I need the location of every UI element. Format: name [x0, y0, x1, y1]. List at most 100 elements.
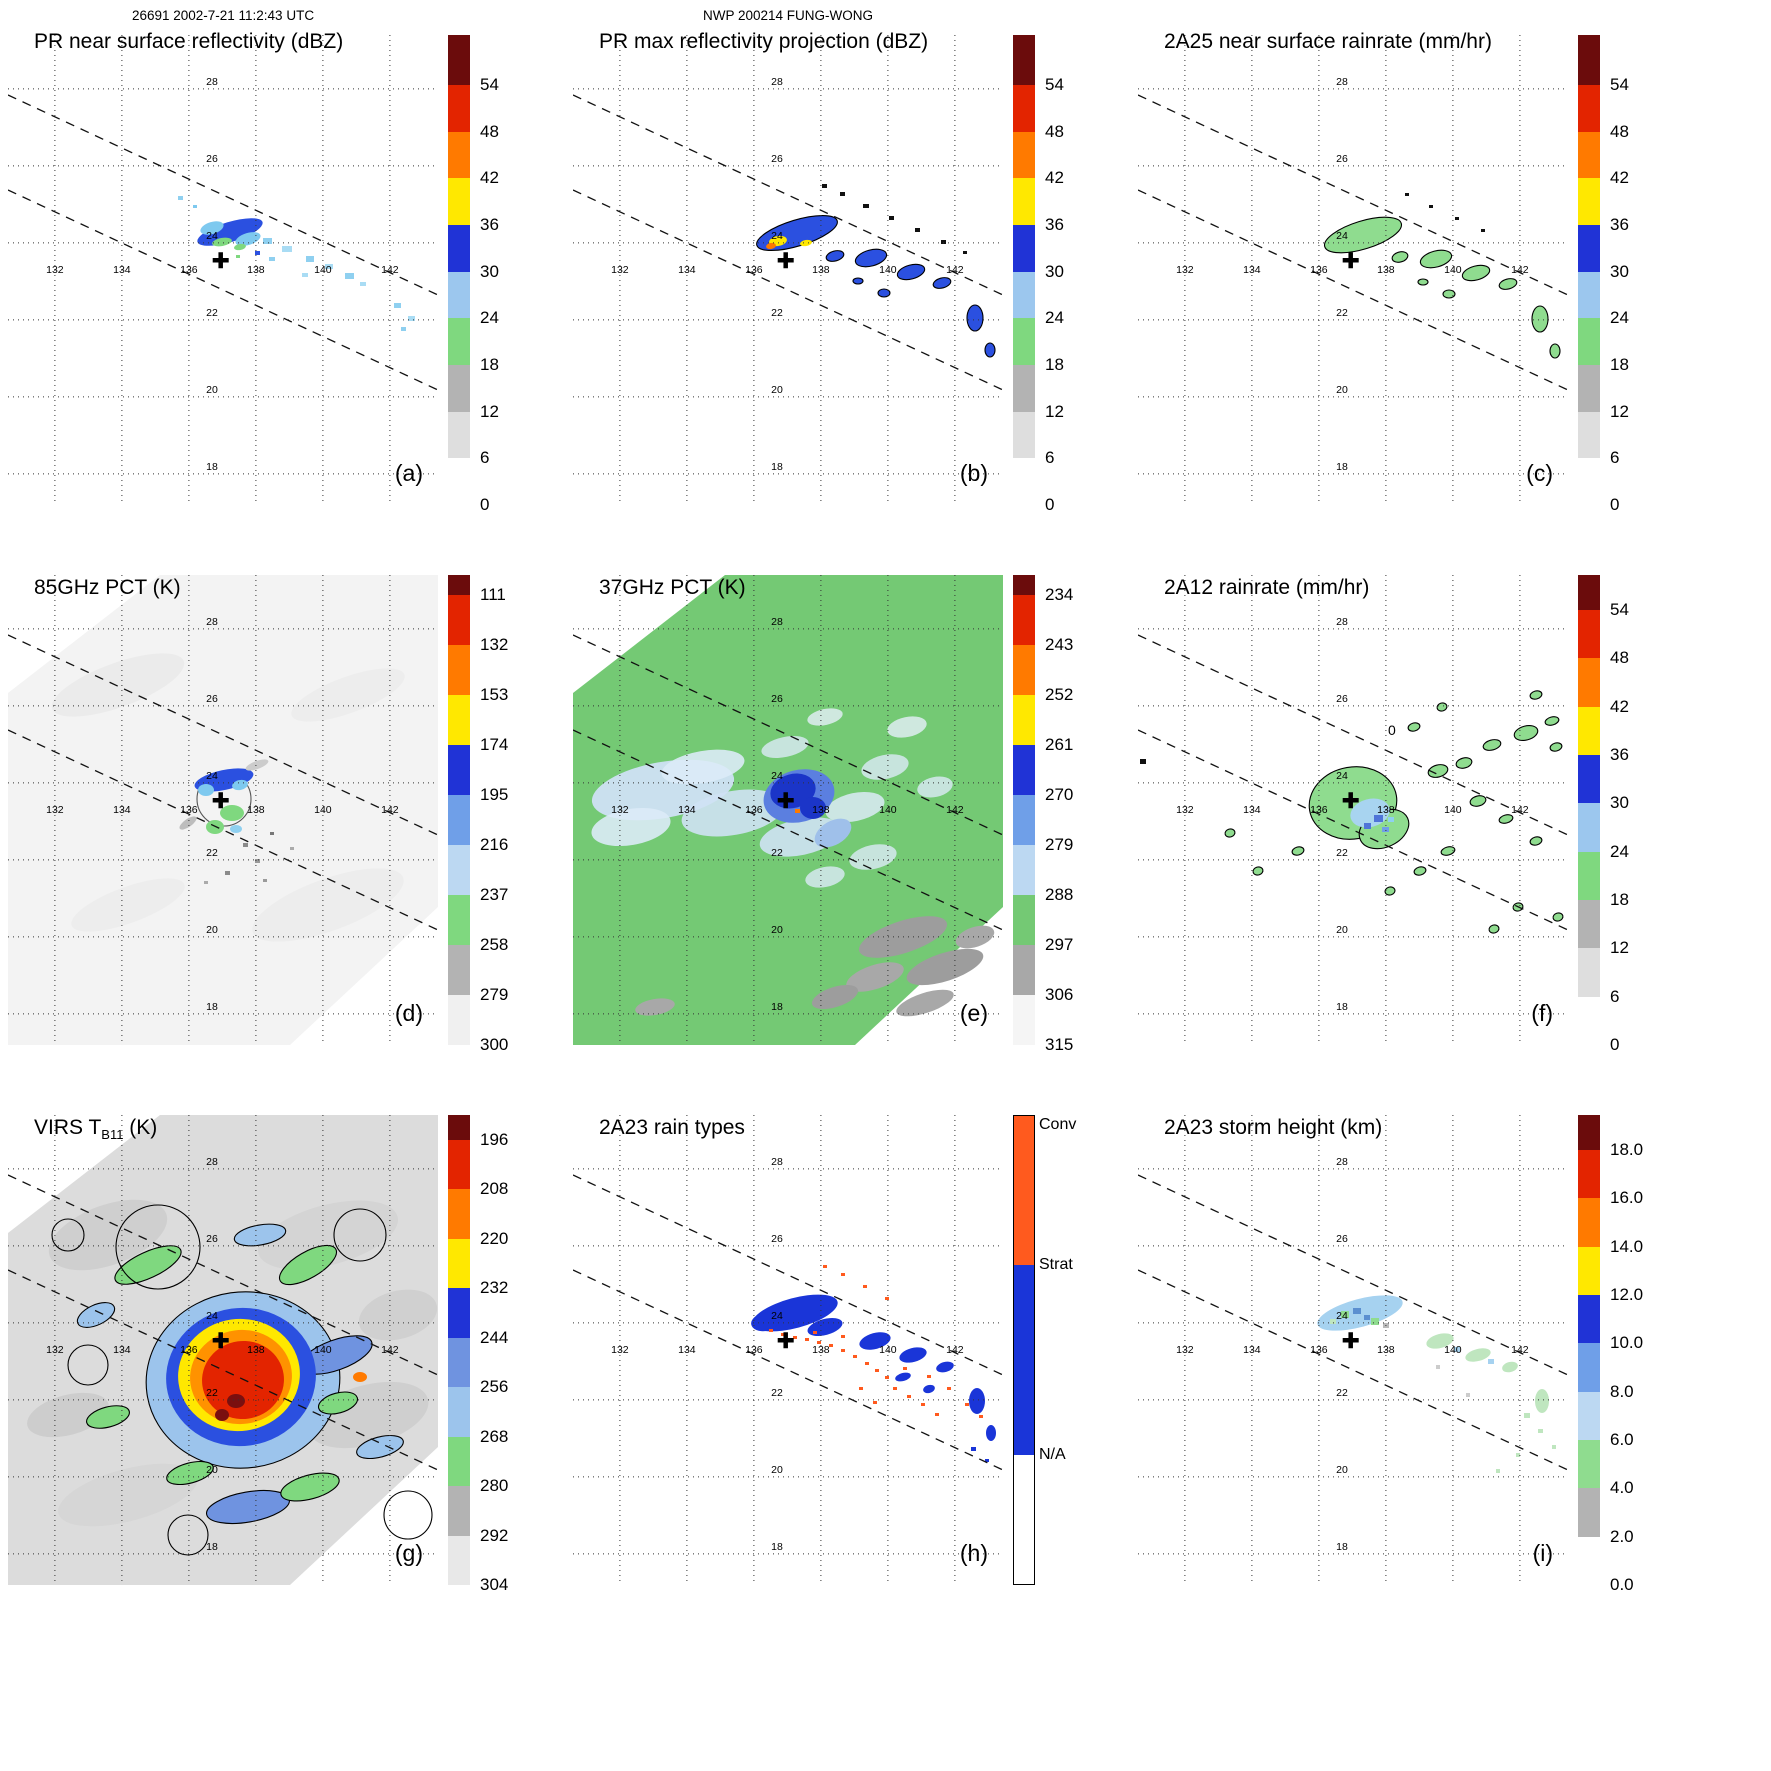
lat-label: 28	[771, 616, 783, 628]
lon-label: 136	[745, 264, 763, 276]
colorbar-seg	[1013, 895, 1035, 945]
lon-label: 138	[812, 1344, 830, 1356]
colorbar-seg	[1578, 271, 1600, 319]
colorbar-bar	[448, 35, 470, 505]
lat-label: 22	[1336, 307, 1348, 319]
data-pixel	[893, 1387, 897, 1390]
colorbar-e: 234 243 252 261 270 279 288 297 306 315	[1013, 575, 1108, 1054]
colorbar-tick-label: 315	[1045, 1035, 1074, 1054]
lat-label: 18	[771, 1541, 783, 1553]
colorbar-tick-label: 196	[480, 1130, 509, 1149]
data-blob	[27, 1392, 109, 1438]
data-pixel	[781, 1333, 785, 1336]
data-pixel	[769, 1329, 773, 1332]
data-blob	[353, 1372, 367, 1382]
contour-line	[167, 1514, 209, 1556]
colorbar-bar	[1578, 1115, 1600, 1585]
data-blob	[800, 797, 826, 819]
colorbar-seg	[1578, 899, 1600, 949]
data-pixel	[325, 264, 333, 269]
data-pixel	[1364, 823, 1371, 829]
lat-label: 26	[1336, 693, 1348, 705]
lon-label: 138	[1377, 804, 1395, 816]
map-a: 132 134 136 138 140 142 28 26 24 22 20 18 (a)	[7, 35, 439, 505]
colorbar-a: 54 48 42 36 30 24 18 12 6 0	[448, 35, 543, 514]
map-plot-e: 132 134 136 138 140 142 28 26 24 22 20 18 (e)	[572, 575, 1004, 1045]
data-blob	[58, 1463, 198, 1527]
lat-label: 18	[1336, 1001, 1348, 1013]
data-blob	[1440, 846, 1456, 856]
colorbar-tick-label: 270	[1045, 785, 1074, 804]
data-blob	[896, 263, 926, 281]
colorbar-tick-label: 288	[1045, 885, 1074, 904]
data-blob	[114, 1245, 182, 1285]
data-pixel	[875, 1369, 879, 1372]
data-blob	[1552, 912, 1564, 922]
data-blob	[807, 708, 843, 726]
data-blob	[751, 1312, 779, 1332]
colorbar-seg	[1578, 1488, 1600, 1537]
data-blob	[1426, 1333, 1454, 1349]
panel-h: 2A23 rain types 132 134 136 138 140 142 28 26 24 2…	[565, 1080, 1130, 1620]
colorbar-tick-label: 174	[480, 735, 509, 754]
lat-label: 26	[771, 1233, 783, 1245]
colorbar-tick-label: 4.0	[1610, 1478, 1634, 1498]
data-blob	[591, 807, 671, 847]
colorbar-seg	[1578, 754, 1600, 804]
data-pixel	[1382, 827, 1389, 832]
lat-label: 22	[1336, 847, 1348, 859]
contour-line	[67, 1344, 109, 1386]
data-pixel	[394, 303, 401, 308]
data-pixel	[863, 1285, 867, 1288]
colorbar-tick-label: 297	[1045, 935, 1074, 954]
data-blob	[1291, 846, 1305, 856]
colorbar-tick-label: 6	[1610, 986, 1620, 1006]
colorbar-bar	[1013, 35, 1035, 505]
colorbar-seg	[1013, 178, 1035, 225]
data-pixel	[971, 1447, 976, 1451]
colorbar-seg	[448, 595, 470, 645]
data-pixel	[841, 1273, 845, 1276]
storm-center-cross	[212, 252, 229, 269]
data-pixel	[1552, 1445, 1556, 1449]
colorbar-tick-label: 279	[480, 985, 509, 1004]
lon-label: 142	[946, 1344, 964, 1356]
data-blob	[1529, 836, 1543, 846]
colorbar-tick-label: 306	[1045, 985, 1074, 1004]
lon-label: 132	[46, 1344, 64, 1356]
colorbar-tick-label: 54	[1045, 75, 1064, 94]
data-pixel	[817, 1341, 821, 1344]
lon-label: 138	[247, 804, 265, 816]
panel-letter: (i)	[1533, 1540, 1553, 1566]
data-blob	[825, 250, 845, 262]
data-pixel	[282, 246, 292, 252]
colorbar-cat-label: Conv	[1039, 1116, 1077, 1133]
panel-title-f: 2A12 rainrate (mm/hr)	[1164, 576, 1370, 599]
colorbar-seg	[1578, 658, 1600, 707]
data-pixel	[1538, 1429, 1543, 1433]
lon-label: 142	[946, 804, 964, 816]
colorbar-seg	[1013, 271, 1035, 319]
data-blob	[1455, 757, 1473, 769]
colorbar-tick-label: 268	[480, 1426, 509, 1446]
colorbar-seg	[448, 645, 470, 695]
colorbar-seg	[1013, 595, 1035, 645]
colorbar-tick-label: 16.0	[1610, 1188, 1644, 1208]
data-pixel	[903, 1367, 907, 1370]
colorbar-tick-label: 54	[480, 75, 499, 94]
colorbar-tick-label: 0	[1045, 495, 1055, 514]
colorbar-tick-label: 42	[1610, 168, 1629, 188]
colorbar-tick-label: 243	[1045, 635, 1074, 654]
data-pixel	[822, 184, 827, 188]
data-blob	[212, 237, 232, 247]
data-blob	[825, 791, 885, 823]
panel-b: NWP 200214 FUNG-WONG PR max reflectivity …	[565, 0, 1130, 540]
lon-label: 134	[678, 1344, 696, 1356]
colorbar-bar	[1578, 575, 1600, 1045]
data-blob	[811, 984, 859, 1010]
colorbar-tick-label: 48	[1610, 121, 1629, 141]
colorbar-seg	[448, 1535, 470, 1585]
colorbar-seg	[1578, 1294, 1600, 1344]
data-blob	[846, 962, 904, 992]
panel-title-i: 2A23 storm height (km)	[1164, 1116, 1383, 1139]
